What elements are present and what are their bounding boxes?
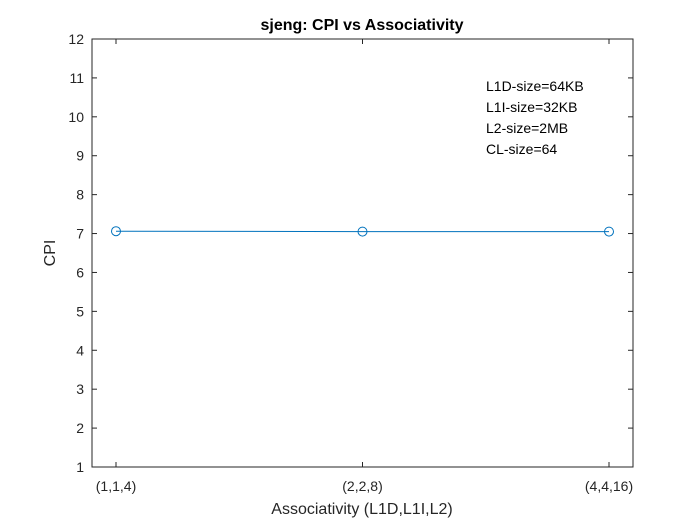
y-tick-label: 6 [76,264,84,280]
plot-area [91,38,634,468]
annotation-cl-size: CL-size=64 [486,141,557,157]
y-tick-label: 9 [76,148,84,164]
y-tick-label: 11 [69,70,84,86]
data-point [111,226,121,237]
y-tick-label: 12 [68,31,84,47]
y-tick-label: 8 [76,187,84,203]
annotation-box: L1D-size=64KB L1I-size=32KB L2-size=2MB … [486,78,584,157]
data-point [357,226,368,237]
annotation-l1d-size: L1D-size=64KB [486,78,584,94]
x-tick-label: (2,2,8) [342,478,382,494]
series-layer [111,226,614,237]
x-axis-label: Associativity (L1D,L1I,L2) [271,501,452,518]
data-point [604,226,614,237]
x-tick-label: (4,4,16) [585,478,633,494]
y-axis-label: CPI [42,240,59,267]
y-tick-label: 7 [76,226,84,242]
y-tick-label: 10 [68,109,84,125]
y-tick-label: 4 [76,342,84,358]
x-tick-label: (1,1,4) [96,478,136,494]
y-tick-label: 5 [76,303,84,319]
annotation-l2-size: L2-size=2MB [486,120,568,136]
x-axis: (1,1,4) (2,2,8) (4,4,16) [96,39,633,494]
annotation-l1i-size: L1I-size=32KB [486,99,577,115]
chart-title: sjeng: CPI vs Associativity [260,17,463,34]
y-tick-label: 1 [76,459,84,475]
y-tick-label: 2 [76,420,84,436]
y-tick-label: 3 [76,381,84,397]
